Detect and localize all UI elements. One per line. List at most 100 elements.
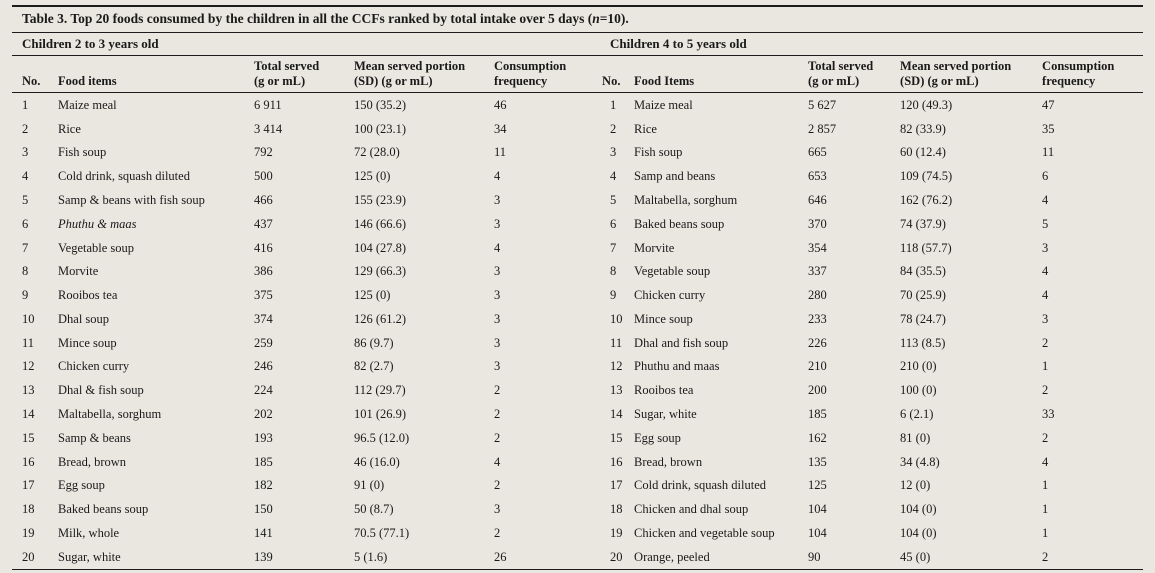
right-row-no: 19 [610,525,623,540]
left-row-no: 11 [22,335,35,350]
left-col-header-total-served: Total served (g or mL) [252,55,352,93]
left-row-no: 12 [22,359,35,374]
right-row-no: 18 [610,502,623,517]
table-row: 15 Samp & beans 193 96.5 (12.0) 2 15 Egg soup 1… [12,426,1143,450]
right-row-no: 20 [600,544,633,570]
left-food-item: Morvite [58,264,99,279]
table-title-suffix: =10). [599,11,629,26]
right-consumption-frequency: 4 [1042,264,1049,279]
left-row-no: 5 [22,193,29,208]
right-row-no: 10 [610,311,623,326]
left-total-served: 182 [254,478,273,493]
left-row-no: 2 [22,121,29,136]
right-mean-portion: 70 (25.9) [900,288,946,303]
left-total-served: 500 [254,169,273,184]
right-consumption-frequency: 2 [1042,335,1049,350]
right-food-item: Cold drink, squash diluted [634,478,766,493]
right-food-item: Chicken and vegetable soup [634,525,775,540]
right-total-served: 104 [808,502,827,517]
right-consumption-frequency: 1 [1042,478,1049,493]
left-col-header-food-line2: Food items [58,74,117,88]
left-food-item: Cold drink, squash diluted [58,169,190,184]
left-row-no: 4 [22,169,29,184]
left-food-item: Baked beans soup [58,502,149,517]
table-title: Table 3. Top 20 foods consumed by the ch… [12,5,1143,33]
left-total-served: 202 [254,407,273,422]
right-consumption-frequency: 6 [1042,169,1049,184]
left-food-item: Fish soup [58,145,107,160]
right-mean-portion: 120 (49.3) [900,97,953,112]
left-consumption-frequency: 34 [494,121,507,136]
left-food-item: Samp & beans [58,430,131,445]
left-col-header-freq-line1: Consumption [494,59,567,73]
right-consumption-frequency: 3 [1042,240,1049,255]
right-consumption-frequency: 47 [1042,97,1055,112]
right-food-item: Chicken curry [634,288,706,303]
left-mean-portion: 104 (27.8) [354,240,407,255]
right-total-served: 653 [808,169,827,184]
right-total-served: 337 [808,264,827,279]
right-consumption-frequency: 4 [1042,454,1049,469]
foods-table: Children 2 to 3 years old Children 4 to … [12,33,1144,570]
left-consumption-frequency: 2 [494,383,501,398]
right-mean-portion: 78 (24.7) [900,311,946,326]
group-header-left: Children 2 to 3 years old [12,33,601,56]
group-header-row: Children 2 to 3 years old Children 4 to … [12,33,1144,56]
left-consumption-frequency: 26 [492,544,601,570]
right-consumption-frequency: 1 [1042,359,1049,374]
left-food-item: Maize meal [58,97,117,112]
right-col-header-food-line2: Food Items [634,74,695,88]
table-row: 14 Maltabella, sorghum 202 101 (26.9) 2 14 Sug… [12,402,1143,426]
left-total-served: 139 [252,544,352,570]
table-row: 16 Bread, brown 185 46 (16.0) 4 16 Bread, brow… [12,450,1143,474]
right-col-header-mean-portion: Mean served portion (SD) (g or mL) [898,55,1041,93]
right-mean-portion: 113 (8.5) [900,335,946,350]
table-row: 20 Sugar, white 139 5 (1.6) 26 20 Orange, peel… [12,544,1144,570]
left-total-served: 185 [254,454,273,469]
right-row-no: 5 [610,193,617,208]
right-food-item: Egg soup [634,430,681,445]
left-consumption-frequency: 2 [494,430,501,445]
right-mean-portion: 84 (35.5) [900,264,946,279]
right-row-no: 1 [610,97,617,112]
right-mean-portion: 104 (0) [900,502,937,517]
right-total-served: 665 [808,145,827,160]
left-row-no: 16 [22,454,35,469]
table-row: 19 Milk, whole 141 70.5 (77.1) 2 19 Chicken an… [12,521,1143,545]
left-food-item: Egg soup [58,478,105,493]
right-consumption-frequency: 4 [1042,288,1049,303]
right-total-served: 185 [808,407,827,422]
right-food-item: Samp and beans [634,169,716,184]
right-food-item: Fish soup [634,145,683,160]
left-consumption-frequency: 2 [494,478,501,493]
right-food-item: Orange, peeled [632,544,807,570]
right-col-header-no: No. [600,55,633,93]
right-total-served: 2 857 [808,121,837,136]
right-total-served: 135 [808,454,827,469]
table-row: 13 Dhal & fish soup 224 112 (29.7) 2 13 Rooibo… [12,378,1143,402]
left-food-item: Samp & beans with fish soup [58,193,205,208]
right-row-no: 4 [610,169,617,184]
left-food-item: Vegetable soup [58,240,135,255]
left-food-item: Chicken curry [58,359,130,374]
left-total-served: 416 [254,240,273,255]
left-consumption-frequency: 3 [494,335,501,350]
right-consumption-frequency: 2 [1042,383,1049,398]
left-mean-portion: 46 (16.0) [354,454,400,469]
left-consumption-frequency: 3 [494,311,501,326]
right-row-no: 16 [610,454,623,469]
right-mean-portion: 12 (0) [900,478,931,493]
left-mean-portion: 101 (26.9) [354,407,407,422]
table-title-text: Table 3. Top 20 foods consumed by the ch… [22,11,593,26]
left-consumption-frequency: 3 [494,288,501,303]
left-mean-portion: 112 (29.7) [354,383,406,398]
right-total-served: 125 [808,478,827,493]
right-col-header-mean-line1: Mean served portion [900,59,1012,73]
left-total-served: 374 [254,311,273,326]
left-consumption-frequency: 3 [494,216,501,231]
right-row-no: 7 [610,240,617,255]
right-consumption-frequency: 1 [1042,502,1049,517]
right-food-item: Sugar, white [634,407,697,422]
right-mean-portion: 210 (0) [900,359,937,374]
right-row-no: 15 [610,430,623,445]
